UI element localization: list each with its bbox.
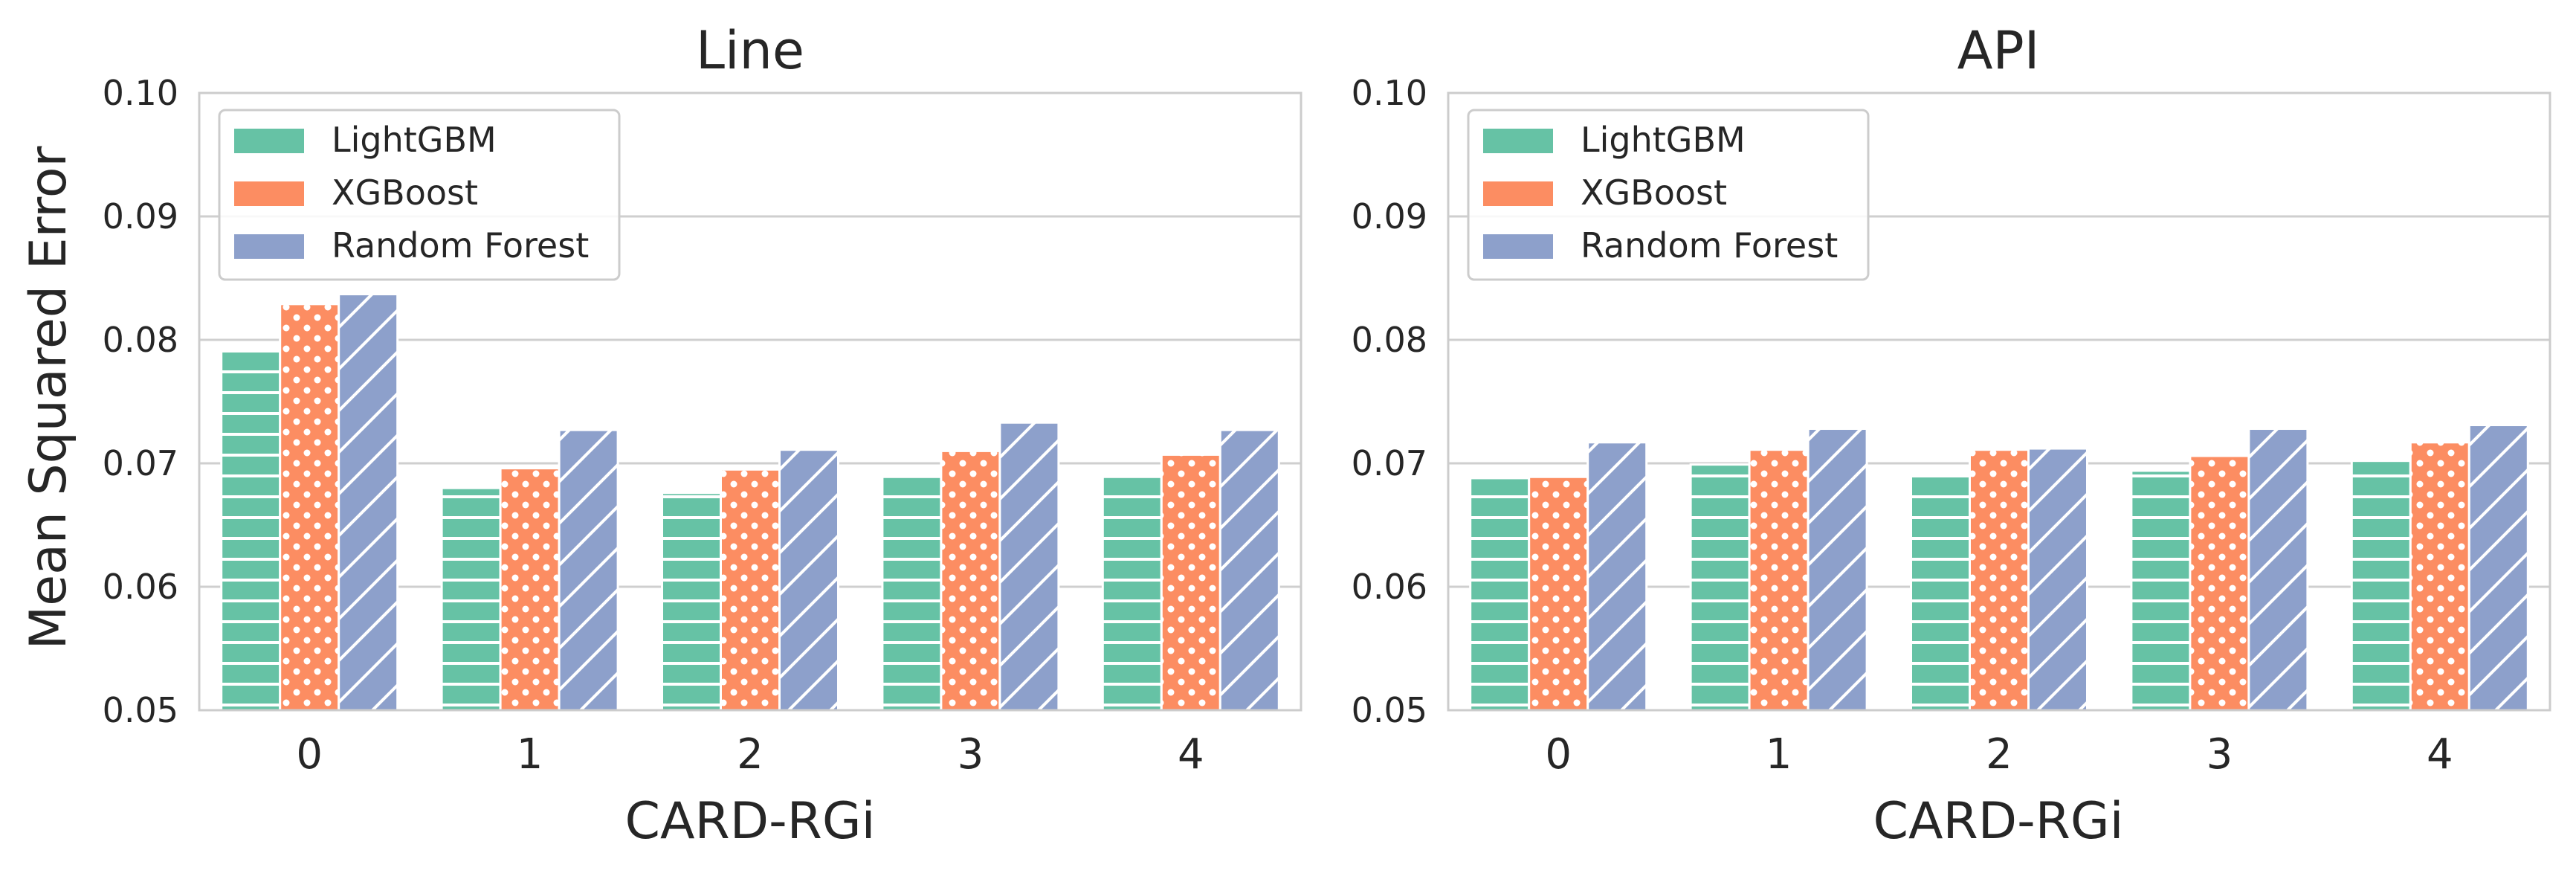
x-tick-label: 3 [958,730,984,779]
bar-lightgbm-3 [2131,471,2190,710]
bar-lightgbm-2 [662,493,721,710]
x-tick-label: 2 [737,730,764,779]
bar-lightgbm-1 [1691,465,1749,710]
legend-label-xgboost: XGBoost [332,173,478,213]
y-tick-labels: 0.05 0.06 0.07 0.08 0.09 0.10 [1352,73,1427,730]
bar-lightgbm-0 [222,351,280,710]
legend: LightGBM XGBoost Random Forest [1468,110,1868,280]
y-axis-label: Mean Squared Error [19,147,78,650]
x-tick-label: 4 [1178,730,1204,779]
bar-random-forest-0 [1588,442,1647,710]
bar-random-forest-3 [2249,429,2308,710]
x-tick-label: 0 [1545,730,1572,779]
panel-api: API 0.05 0.06 0.07 0.08 0.09 0.10 0 1 2 3 4 CARD-… [1352,20,2550,851]
x-axis-label: CARD-RGi [625,792,876,851]
bars [1471,425,2528,710]
legend-label-xgboost: XGBoost [1581,173,1727,213]
y-tick-label: 0.06 [103,567,178,607]
legend-label-random-forest: Random Forest [1581,225,1838,265]
bar-lightgbm-3 [882,477,941,710]
bar-random-forest-2 [780,450,839,710]
legend-label-random-forest: Random Forest [332,225,589,265]
x-tick-label: 4 [2427,730,2453,779]
y-tick-label: 0.05 [103,690,178,730]
bar-lightgbm-1 [442,488,500,710]
y-tick-label: 0.09 [1352,196,1427,236]
x-tick-label: 1 [517,730,543,779]
legend-swatch-xgboost [234,181,304,206]
bar-xgboost-2 [1970,450,2029,710]
y-tick-label: 0.05 [1352,690,1427,730]
bar-random-forest-1 [1808,429,1867,710]
x-tick-labels: 0 1 2 3 4 [1545,730,2453,779]
bar-xgboost-1 [1749,450,1808,710]
legend-label-lightgbm: LightGBM [1581,120,1746,160]
legend-label-lightgbm: LightGBM [332,120,497,160]
bar-lightgbm-4 [2351,461,2410,710]
bar-random-forest-4 [1220,430,1279,710]
y-tick-labels: 0.05 0.06 0.07 0.08 0.09 0.10 [103,73,178,730]
bar-xgboost-3 [941,451,1000,710]
bar-random-forest-0 [339,294,398,710]
legend-swatch-xgboost [1483,181,1553,206]
bar-xgboost-4 [1161,454,1220,710]
y-tick-label: 0.07 [1352,443,1427,483]
legend-swatch-lightgbm [234,129,304,153]
y-tick-label: 0.07 [103,443,178,483]
bar-lightgbm-0 [1471,478,1529,710]
x-tick-label: 0 [296,730,323,779]
x-tick-label: 1 [1766,730,1792,779]
y-tick-label: 0.06 [1352,567,1427,607]
legend-swatch-random-forest [1483,234,1553,259]
x-tick-labels: 0 1 2 3 4 [296,730,1204,779]
bar-random-forest-3 [1000,422,1059,710]
y-tick-label: 0.08 [1352,320,1427,360]
panel-title: Line [696,20,804,81]
bar-xgboost-0 [280,304,339,710]
y-tick-label: 0.10 [1352,73,1427,113]
x-tick-label: 2 [1986,730,2012,779]
legend-swatch-random-forest [234,234,304,259]
y-tick-label: 0.09 [103,196,178,236]
bar-random-forest-2 [2029,448,2088,710]
bar-xgboost-4 [2410,442,2469,710]
bar-xgboost-0 [1529,477,1588,710]
legend: LightGBM XGBoost Random Forest [219,110,619,280]
panel-line: Line 0.05 0.06 0.07 0.08 0.09 0.10 0 1 2 3 4 CARD… [103,20,1301,851]
bars [222,294,1279,710]
bar-lightgbm-4 [1103,477,1161,710]
y-tick-label: 0.08 [103,320,178,360]
panel-title: API [1957,20,2040,81]
y-tick-label: 0.10 [103,73,178,113]
bar-random-forest-4 [2469,425,2528,710]
bar-xgboost-2 [721,469,780,710]
bar-xgboost-1 [500,469,559,710]
bar-xgboost-3 [2190,456,2249,710]
legend-swatch-lightgbm [1483,129,1553,153]
bar-lightgbm-2 [1911,476,1970,710]
x-axis-label: CARD-RGi [1873,792,2124,851]
x-tick-label: 3 [2207,730,2233,779]
bar-random-forest-1 [559,430,618,710]
